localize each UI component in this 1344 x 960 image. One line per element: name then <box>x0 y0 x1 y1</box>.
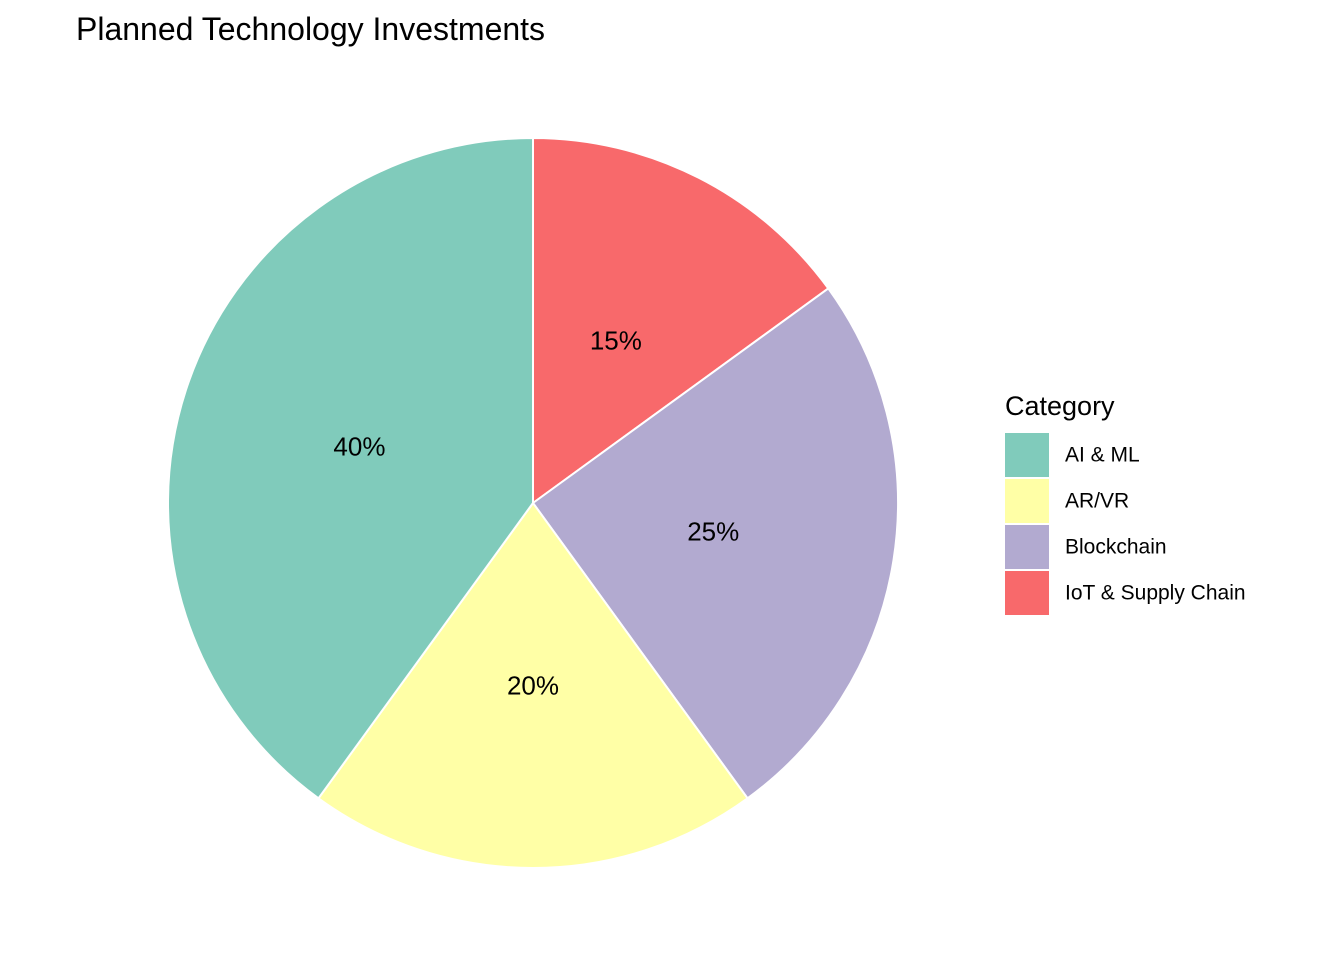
slice-label-ar-vr: 20% <box>507 671 559 701</box>
legend-swatch-iot-and-supply-chain <box>1005 571 1049 615</box>
pie-slice-ar-vr <box>317 501 749 869</box>
slice-label-blockchain: 25% <box>687 517 739 547</box>
slice-label-iot-and-supply-chain: 15% <box>590 325 642 355</box>
legend-swatch-ar-vr <box>1005 479 1049 523</box>
pie-slice-labels: 15% 25% 20% 40% <box>333 325 739 700</box>
pie-slice-ai-and-ml <box>167 136 534 800</box>
legend-label-ar-vr: AR/VR <box>1065 490 1129 513</box>
chart-title: Planned Technology Investments <box>76 11 545 47</box>
slice-label-ai-and-ml: 40% <box>333 432 385 462</box>
pie-slice-iot-and-supply-chain <box>532 136 830 505</box>
legend-label-ai-and-ml: AI & ML <box>1065 444 1140 467</box>
legend: Category AI & ML AR/VR Blockchain IoT & Sup… <box>1005 391 1246 615</box>
legend-swatch-blockchain <box>1005 525 1049 569</box>
legend-label-iot-and-supply-chain: IoT & Supply Chain <box>1065 582 1246 605</box>
pie-slices <box>167 136 899 869</box>
legend-label-blockchain: Blockchain <box>1065 536 1167 559</box>
legend-title: Category <box>1005 391 1115 421</box>
pie-slice-blockchain <box>531 287 899 800</box>
legend-swatch-ai-and-ml <box>1005 433 1049 477</box>
